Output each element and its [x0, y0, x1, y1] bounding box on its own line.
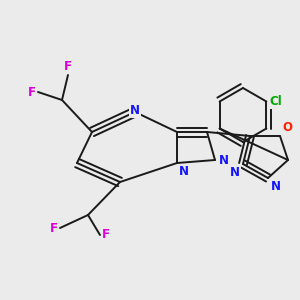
Text: Cl: Cl — [269, 95, 282, 108]
Text: N: N — [179, 165, 189, 178]
Text: N: N — [230, 166, 240, 179]
Text: N: N — [271, 180, 281, 193]
Text: O: O — [282, 121, 292, 134]
Text: N: N — [130, 103, 140, 116]
Text: F: F — [50, 221, 58, 235]
Text: F: F — [64, 60, 72, 73]
Text: N: N — [219, 154, 229, 166]
Text: F: F — [28, 85, 36, 98]
Text: F: F — [102, 229, 110, 242]
